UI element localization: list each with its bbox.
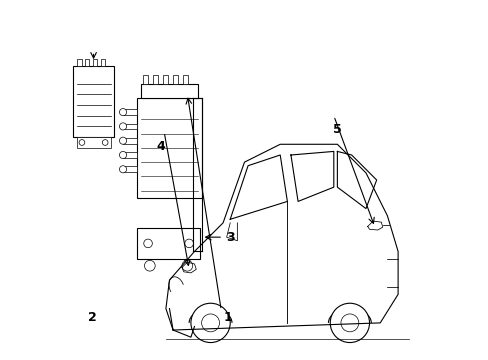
Text: 1: 1	[224, 311, 232, 324]
Text: 5: 5	[332, 123, 341, 136]
Bar	[152, 75, 158, 84]
Circle shape	[190, 303, 230, 342]
Circle shape	[329, 303, 369, 342]
Circle shape	[102, 140, 108, 145]
Bar	[123, 123, 137, 129]
Circle shape	[184, 239, 193, 248]
Circle shape	[182, 260, 192, 271]
Bar	[137, 228, 200, 258]
Circle shape	[119, 152, 126, 158]
Circle shape	[119, 123, 126, 130]
Circle shape	[79, 140, 84, 145]
FancyBboxPatch shape	[73, 66, 114, 137]
Circle shape	[144, 260, 155, 271]
Bar	[101, 59, 105, 66]
Bar	[77, 59, 81, 66]
Bar	[123, 109, 137, 115]
Text: 4: 4	[156, 140, 164, 153]
Text: 3: 3	[225, 231, 234, 244]
Bar	[77, 137, 110, 148]
Circle shape	[143, 239, 152, 248]
Bar	[123, 152, 137, 158]
Circle shape	[201, 314, 219, 332]
Bar	[93, 59, 97, 66]
Bar	[123, 138, 137, 144]
Bar	[163, 75, 168, 84]
Circle shape	[119, 166, 126, 173]
Circle shape	[119, 109, 126, 116]
Bar	[172, 75, 178, 84]
Circle shape	[119, 137, 126, 144]
Circle shape	[340, 314, 358, 332]
Bar	[183, 75, 188, 84]
Bar	[141, 84, 198, 98]
Bar	[85, 59, 89, 66]
Bar	[142, 75, 148, 84]
Bar	[123, 166, 137, 172]
Text: 2: 2	[88, 311, 97, 324]
FancyBboxPatch shape	[137, 98, 201, 198]
